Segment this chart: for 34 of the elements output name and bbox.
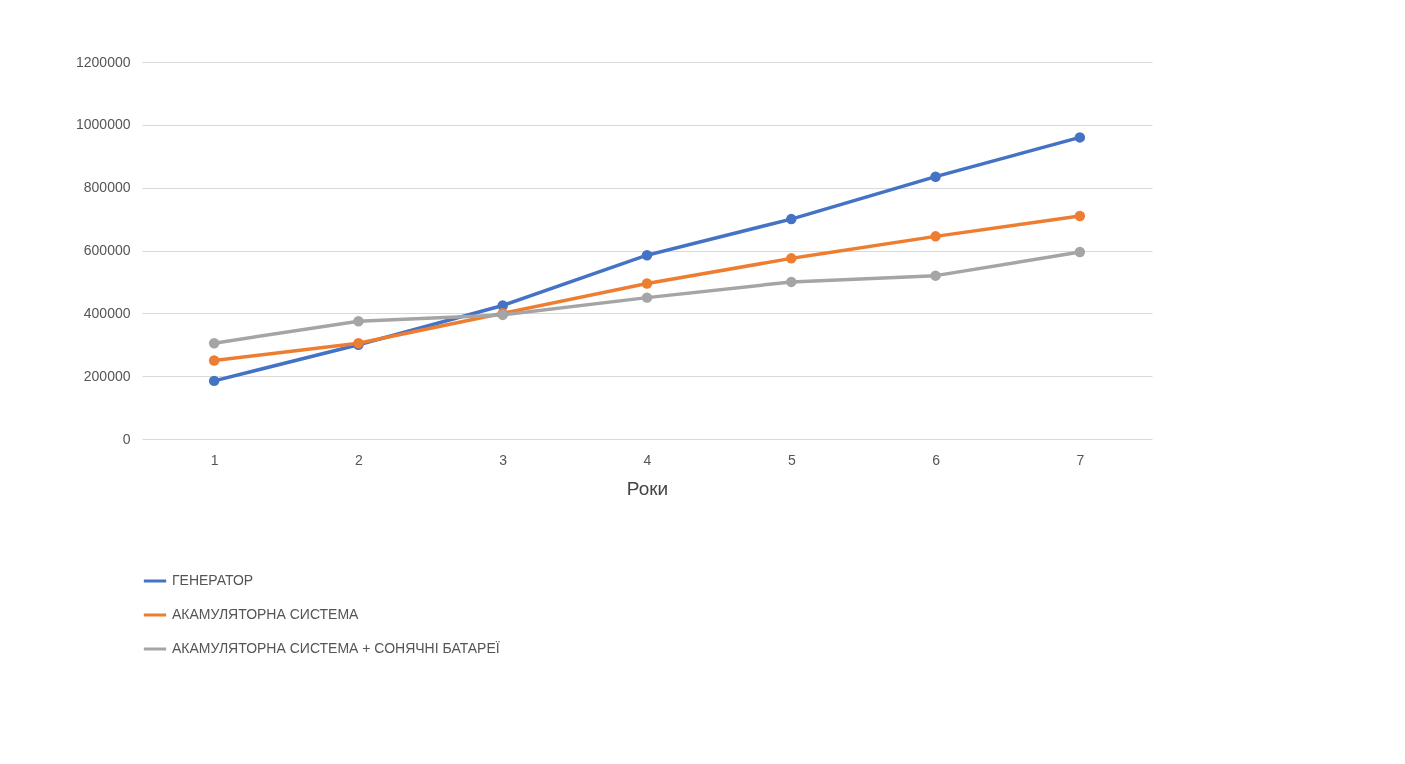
point [786,213,797,225]
point [1074,246,1086,258]
x-tick-label: 5 [787,451,796,468]
y-tick-label: 600000 [83,242,131,258]
x-axis-title: Роки [626,477,669,499]
point [1074,132,1086,143]
y-tick-label: 1000000 [75,116,131,133]
point [786,276,797,288]
x-tick-label: 4 [643,451,652,468]
x-tick-label: 1 [210,451,219,468]
point [641,249,653,261]
y-tick-label: 0 [122,430,131,447]
x-tick-label: 3 [499,451,508,468]
x-tick-label: 6 [932,451,941,468]
point [641,292,653,303]
y-tick-label: 200000 [83,367,131,384]
x-tick-label: 2 [355,451,364,468]
point [641,278,653,289]
point [930,270,941,281]
point [208,375,220,387]
legend-label: АКАМУЛЯТОРНА СИСТЕМА [172,606,360,622]
point [208,355,220,366]
point [786,253,797,264]
y-tick-label: 1200000 [75,53,131,70]
point [930,171,941,182]
legend-label: АКАМУЛЯТОРНА СИСТЕМА + СОНЯЧНІ БАТАРЕЇ [172,640,500,656]
point [1074,210,1086,222]
point [353,315,364,327]
point [930,231,941,242]
y-tick-label: 800000 [83,179,131,196]
x-tick-label: 7 [1076,451,1085,468]
legend-label: ГЕНЕРАТОР [172,572,254,588]
y-tick-label: 400000 [83,304,131,321]
point [208,337,220,349]
